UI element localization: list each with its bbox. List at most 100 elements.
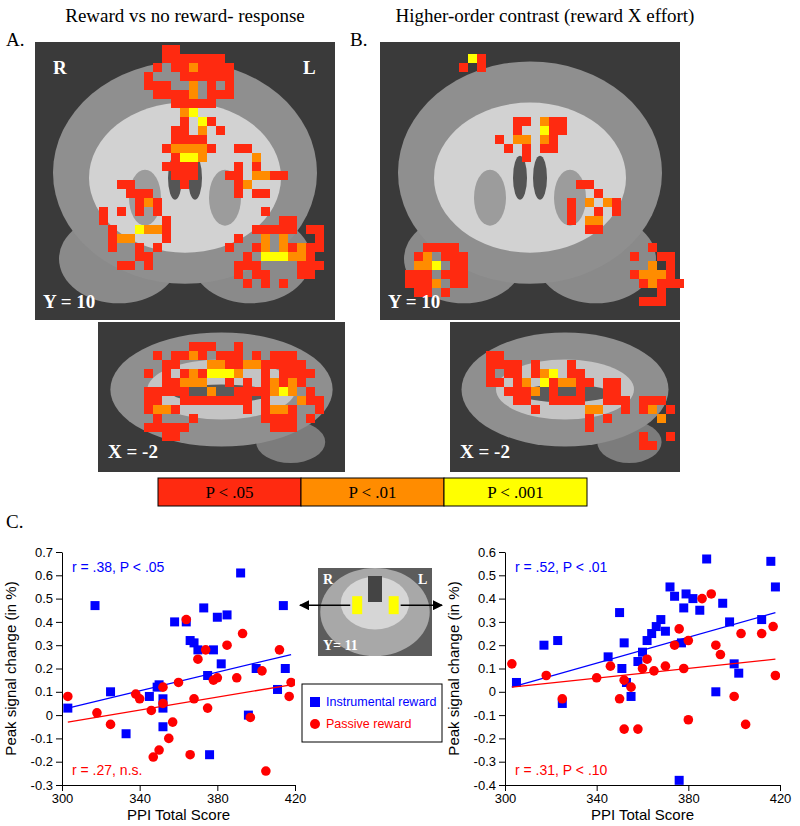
x-axis-title: PPI Total Score — [127, 806, 230, 823]
slice-background — [98, 322, 345, 472]
activation-voxel — [243, 144, 252, 153]
activation-voxel — [198, 351, 207, 360]
activation-voxel — [648, 441, 657, 450]
activation-voxel — [288, 243, 297, 252]
activation-voxel — [621, 396, 630, 405]
point — [615, 694, 625, 704]
activation-voxel — [450, 261, 459, 270]
striatum — [474, 170, 506, 226]
activation-voxel — [153, 351, 162, 360]
activation-voxel — [180, 126, 189, 135]
tick-label: -0.3 — [31, 778, 53, 793]
tick-label: 0.7 — [35, 545, 53, 560]
point — [154, 745, 164, 755]
activation-voxel — [180, 99, 189, 108]
tick-label: 0.1 — [35, 684, 53, 699]
tick: 300 — [495, 785, 517, 806]
tick-label: 0.2 — [478, 638, 496, 653]
activation-voxel — [279, 234, 288, 243]
x-axis: 300340380420 — [52, 785, 307, 806]
activation-voxel — [666, 252, 675, 261]
activation-voxel — [234, 342, 243, 351]
point — [63, 704, 72, 713]
activation-voxel — [171, 378, 180, 387]
activation-voxel — [405, 270, 414, 279]
activation-voxel — [657, 414, 666, 423]
activation-voxel — [225, 351, 234, 360]
activation-voxel — [198, 99, 207, 108]
annotation: r = .31, P < .10 — [515, 762, 608, 778]
activation-voxel — [540, 378, 549, 387]
activation-voxel — [279, 387, 288, 396]
hemisphere-label: R — [323, 572, 334, 587]
activation-voxel — [234, 261, 243, 270]
activation-voxel — [189, 54, 198, 63]
activation-voxel — [297, 243, 306, 252]
activation-voxel — [459, 252, 468, 261]
activation-voxel — [180, 72, 189, 81]
activation-voxel — [630, 270, 639, 279]
activation-voxel — [252, 261, 261, 270]
point — [261, 766, 271, 776]
activation-voxel — [513, 117, 522, 126]
activation-voxel — [432, 279, 441, 288]
activation-voxel — [639, 396, 648, 405]
activation-voxel — [666, 252, 675, 261]
activation-voxel — [207, 54, 216, 63]
activation-voxel — [414, 270, 423, 279]
activation-voxel — [180, 99, 189, 108]
activation-voxel — [144, 198, 153, 207]
tick-label: 0.1 — [478, 661, 496, 676]
point — [638, 664, 648, 674]
activation-voxel — [414, 252, 423, 261]
activation-voxel — [144, 423, 153, 432]
tick-label: -0.1 — [31, 731, 53, 746]
activation-voxel — [639, 432, 648, 441]
activation-voxel — [567, 207, 576, 216]
activation-voxel — [171, 153, 180, 162]
activation-voxel — [531, 369, 540, 378]
activation-voxel — [594, 189, 603, 198]
point — [619, 724, 629, 734]
activation-voxel — [585, 225, 594, 234]
point — [236, 568, 245, 577]
activation-voxel — [450, 279, 459, 288]
activation-voxel — [144, 396, 153, 405]
activation-voxel — [675, 279, 684, 288]
point — [768, 622, 778, 632]
activation-voxel — [189, 144, 198, 153]
activation-voxel — [531, 405, 540, 414]
activation-voxel — [207, 81, 216, 90]
activation-voxel — [153, 198, 162, 207]
activation-voxel — [288, 405, 297, 414]
point — [539, 641, 548, 650]
axis-line — [506, 785, 781, 786]
point — [617, 664, 626, 673]
activation-voxel — [540, 144, 549, 153]
point — [541, 671, 551, 681]
annotation: r = .52, P < .01 — [515, 559, 608, 575]
point — [213, 613, 222, 622]
axis-line — [62, 553, 63, 786]
activation-voxel — [198, 144, 207, 153]
y-axis: -0.3-0.2-0.100.10.20.30.40.50.60.7 — [31, 545, 63, 793]
point — [174, 678, 184, 688]
activation-voxel — [279, 171, 288, 180]
activation-voxel — [144, 81, 153, 90]
tick: 420 — [285, 785, 307, 806]
point — [633, 724, 643, 734]
activation-voxel — [612, 387, 621, 396]
activation-voxel — [288, 252, 297, 261]
activation-voxel — [261, 234, 270, 243]
activation-voxel — [180, 171, 189, 180]
tick-mark — [56, 645, 62, 646]
activation-voxel — [450, 243, 459, 252]
activation-voxel — [288, 360, 297, 369]
activation-voxel — [198, 135, 207, 144]
activation-voxel — [261, 225, 270, 234]
point — [606, 661, 616, 671]
activation-voxel — [171, 162, 180, 171]
activation-voxel — [243, 252, 252, 261]
point — [279, 601, 288, 610]
tick-mark — [505, 785, 506, 791]
